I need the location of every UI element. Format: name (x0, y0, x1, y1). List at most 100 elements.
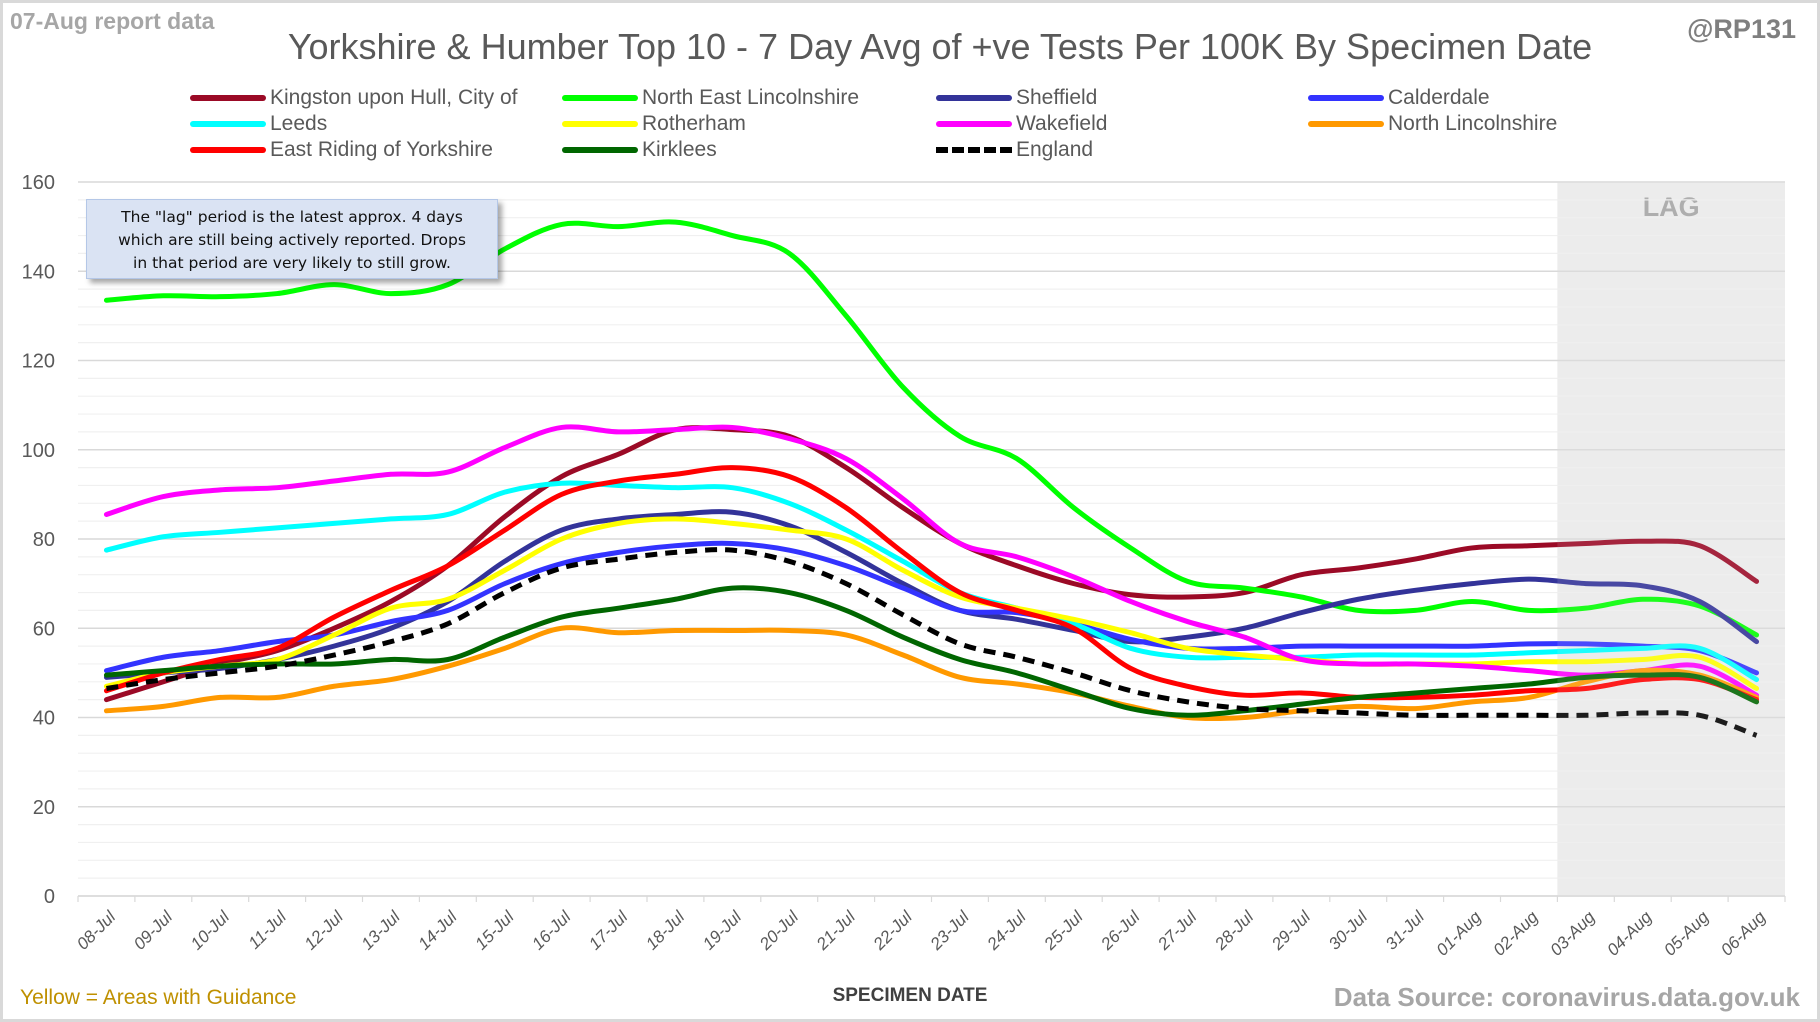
data-point-kingston-upon-hull-city-of (844, 466, 848, 470)
x-tick-label: 05-Aug (1660, 907, 1713, 960)
data-point-wakefield (1356, 662, 1360, 666)
data-point-england (1129, 689, 1133, 693)
legend-label: Rotherham (642, 112, 746, 135)
x-tick-label: 31-Jul (1382, 907, 1429, 954)
lag-overlay (1557, 182, 1785, 896)
data-point-kirklees (730, 586, 734, 590)
data-point-sheffield (1470, 582, 1474, 586)
data-point-north-lincolnshire (560, 626, 564, 630)
x-tick-label: 11-Jul (245, 907, 291, 953)
data-point-kirklees (1356, 695, 1360, 699)
data-point-north-lincolnshire (446, 664, 450, 668)
x-tick-label: 16-Jul (528, 907, 575, 954)
data-point-north-east-lincolnshire (446, 283, 450, 287)
data-point-rotherham (673, 517, 677, 521)
data-point-england (1186, 700, 1190, 704)
x-tick-label: 12-Jul (301, 907, 348, 954)
data-point-kingston-upon-hull-city-of (1356, 566, 1360, 570)
legend-label: North Lincolnshire (1388, 112, 1558, 135)
legend-swatch (936, 95, 1012, 101)
data-point-kingston-upon-hull-city-of (332, 626, 336, 630)
data-point-rotherham (332, 633, 336, 637)
data-point-wakefield (1470, 664, 1474, 668)
data-point-sheffield (1186, 635, 1190, 639)
data-point-north-east-lincolnshire (1527, 608, 1531, 612)
data-point-north-east-lincolnshire (1186, 579, 1190, 583)
data-point-sheffield (1299, 611, 1303, 615)
legend-item: Kirklees (562, 137, 717, 163)
series-line-north-east-lincolnshire (103, 219, 1760, 638)
data-point-calderdale (958, 608, 962, 612)
legend-label: Calderdale (1388, 86, 1490, 109)
data-point-leeds (787, 501, 791, 505)
data-point-north-east-lincolnshire (1470, 599, 1474, 603)
data-point-wakefield (844, 457, 848, 461)
data-point-rotherham (1186, 646, 1190, 650)
data-point-leeds (1413, 653, 1417, 657)
data-point-leeds (673, 486, 677, 490)
x-tick-label: 10-Jul (187, 907, 234, 954)
data-point-kirklees (161, 669, 165, 673)
data-point-north-lincolnshire (730, 628, 734, 632)
data-point-england (673, 550, 677, 554)
legend-item: England (936, 137, 1093, 163)
lag-label: LAG (1643, 192, 1700, 222)
data-point-wakefield (1072, 575, 1076, 579)
data-point-sheffield (617, 517, 621, 521)
data-point-england (1299, 709, 1303, 713)
data-point-north-east-lincolnshire (503, 247, 507, 251)
data-point-leeds (1186, 655, 1190, 659)
data-point-calderdale (901, 586, 905, 590)
data-point-wakefield (1242, 635, 1246, 639)
data-point-england (958, 642, 962, 646)
data-point-england (389, 640, 393, 644)
data-point-kirklees (673, 597, 677, 601)
data-point-north-east-lincolnshire (275, 292, 279, 296)
data-point-east-riding-of-yorkshire (1242, 693, 1246, 697)
x-tick-label: 03-Aug (1546, 907, 1599, 960)
data-point-calderdale (560, 562, 564, 566)
legend-item: Sheffield (936, 85, 1097, 111)
data-point-wakefield (958, 541, 962, 545)
data-point-kingston-upon-hull-city-of (389, 599, 393, 603)
data-point-wakefield (787, 437, 791, 441)
data-point-wakefield (1527, 669, 1531, 673)
data-point-leeds (389, 517, 393, 521)
data-point-kirklees (1072, 689, 1076, 693)
x-tick-label: 02-Aug (1490, 907, 1543, 960)
series-line-england (106, 547, 1758, 738)
data-point-sheffield (1015, 617, 1019, 621)
report-date-label: 07-Aug report data (10, 8, 215, 34)
data-point-england (1470, 713, 1474, 717)
data-point-leeds (901, 559, 905, 563)
data-point-calderdale (617, 550, 621, 554)
data-point-kingston-upon-hull-city-of (901, 506, 905, 510)
y-tick-label: 60 (33, 618, 55, 640)
data-point-north-lincolnshire (275, 695, 279, 699)
data-point-kingston-upon-hull-city-of (1242, 591, 1246, 595)
data-point-wakefield (1413, 662, 1417, 666)
data-point-north-lincolnshire (1413, 707, 1417, 711)
data-point-wakefield (1129, 599, 1133, 603)
data-point-rotherham (446, 597, 450, 601)
legend-item: North Lincolnshire (1308, 111, 1557, 137)
data-point-rotherham (617, 521, 621, 525)
data-point-east-riding-of-yorkshire (787, 475, 791, 479)
x-tick-label: 24-Jul (983, 907, 1031, 955)
data-point-leeds (218, 530, 222, 534)
x-tick-label: 23-Jul (926, 907, 974, 955)
data-point-north-lincolnshire (844, 633, 848, 637)
legend-label: Sheffield (1016, 86, 1098, 109)
data-point-wakefield (332, 479, 336, 483)
data-point-wakefield (218, 488, 222, 492)
data-point-wakefield (161, 495, 165, 499)
x-tick-label: 17-Jul (585, 907, 632, 954)
y-tick-label: 140 (22, 261, 55, 283)
x-tick-label: 13-Jul (358, 907, 405, 954)
data-point-england (730, 548, 734, 552)
legend-swatch (190, 95, 266, 101)
data-point-east-riding-of-yorkshire (901, 550, 905, 554)
data-point-calderdale (446, 608, 450, 612)
data-point-england (275, 664, 279, 668)
x-tick-label: 01-Aug (1433, 907, 1486, 960)
